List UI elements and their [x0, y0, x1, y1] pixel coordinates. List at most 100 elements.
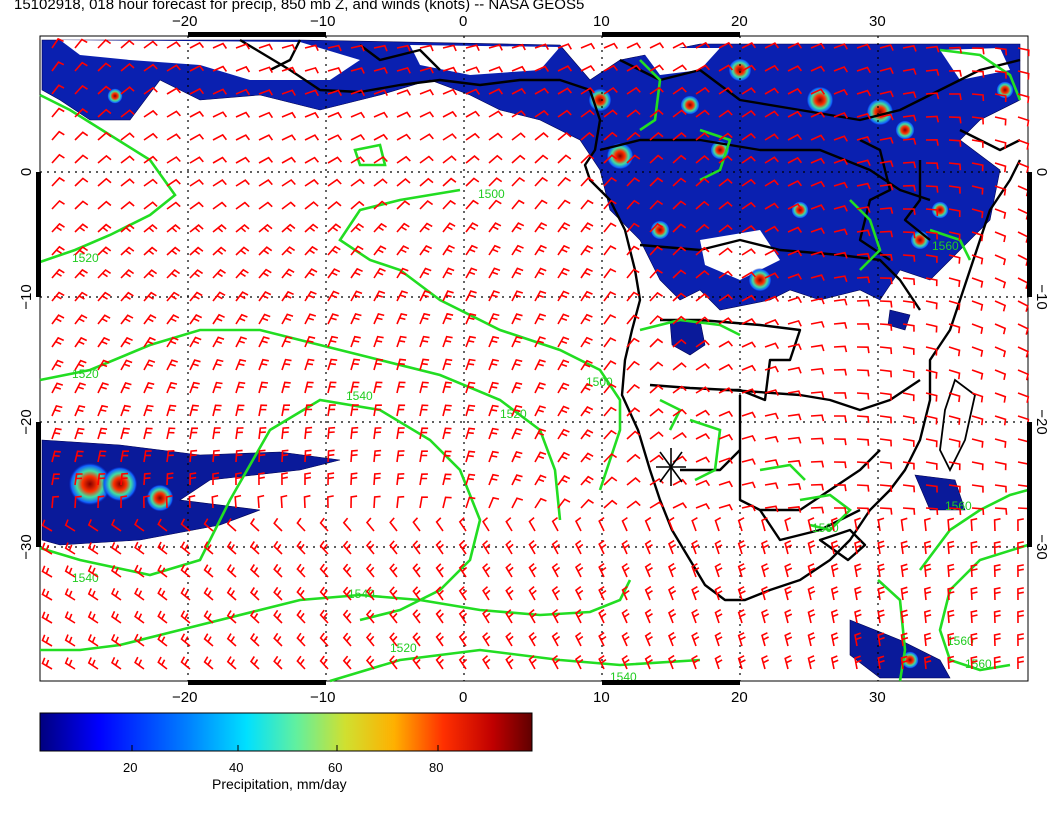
wind-barb [373, 178, 388, 187]
wind-barb [737, 586, 746, 601]
wind-barb [574, 608, 584, 624]
wind-barb [212, 42, 228, 49]
wind-barb [143, 201, 158, 210]
wind-barb [281, 111, 297, 119]
wind-barb [994, 208, 1007, 219]
wind-barb [435, 540, 444, 555]
wind-barb [879, 484, 893, 493]
wind-barb [97, 473, 106, 486]
wind-barb [603, 245, 617, 256]
wind-barb [902, 438, 915, 447]
wind-barb [787, 436, 802, 444]
wind-barb [212, 449, 220, 463]
wind-barb [373, 290, 386, 302]
wind-barb [691, 655, 700, 670]
wind-barb [488, 427, 499, 440]
wind-barb [97, 246, 112, 256]
wind-barb [488, 44, 503, 51]
wind-barb [97, 427, 108, 440]
wind-barb [326, 495, 334, 509]
wind-barb [900, 655, 909, 670]
wind-barb [419, 427, 429, 440]
wind-barb [879, 44, 894, 51]
wind-barb [273, 540, 283, 555]
wind-barb [970, 517, 978, 532]
colorbar-ticks [131, 745, 439, 751]
wind-barb [925, 115, 940, 123]
wind-barb [737, 655, 746, 670]
wind-barb [810, 157, 826, 165]
wind-barb [902, 68, 917, 75]
wind-barb [373, 89, 389, 96]
wind-barb [900, 632, 909, 647]
wind-barb [304, 44, 319, 52]
wind-barb [833, 368, 847, 376]
wind-barb [97, 314, 111, 325]
wind-barb [879, 160, 894, 168]
wind-barb [511, 267, 524, 279]
wind-barb [120, 404, 131, 417]
wind-barb [249, 564, 260, 578]
wind-barb [458, 655, 468, 670]
wind-barb [668, 562, 677, 578]
wind-barb [327, 178, 342, 187]
wind-barb [74, 223, 89, 233]
wind-barb [764, 202, 780, 210]
lat-tick-label: −30 [18, 534, 35, 559]
wind-barb [626, 268, 640, 279]
wind-barb [419, 450, 428, 463]
wind-barb [41, 634, 53, 647]
wind-barb [373, 427, 382, 440]
wind-barb [621, 631, 630, 647]
wind-barb [319, 609, 329, 624]
wind-barb [900, 609, 909, 624]
wind-barb [672, 131, 687, 141]
wind-barb [488, 110, 503, 118]
wind-barb [327, 200, 342, 210]
wind-barb [764, 365, 779, 373]
wind-barb [761, 632, 769, 647]
wind-barb [810, 344, 825, 352]
wind-barb [649, 477, 664, 486]
wind-barb [258, 290, 272, 302]
wind-barb [419, 44, 434, 52]
wind-barb [764, 87, 780, 95]
wind-barb [695, 456, 711, 463]
wind-barb [142, 495, 150, 509]
wind-barb [787, 249, 803, 257]
wind-barb [350, 89, 366, 97]
wind-barb [166, 110, 181, 118]
wind-barb [603, 154, 618, 164]
wind-barb [396, 267, 409, 279]
wind-barb [41, 542, 53, 555]
wind-barb [505, 563, 514, 578]
wind-barb [833, 322, 848, 329]
wind-barb [902, 369, 915, 379]
wind-barb [249, 633, 260, 647]
wind-barb [534, 336, 546, 348]
wind-barb [854, 609, 862, 624]
wind-barb [557, 176, 571, 187]
wind-barb [74, 154, 89, 164]
wind-barb [212, 313, 225, 325]
wind-barb [458, 540, 468, 555]
wind-barb [120, 178, 135, 187]
wind-barb [1017, 346, 1029, 358]
wind-barb [948, 300, 961, 311]
wind-barb [649, 245, 663, 256]
wind-barb [143, 246, 158, 256]
wind-barb [511, 65, 527, 73]
wind-barb [442, 312, 454, 325]
wind-barb [442, 222, 456, 233]
wind-barb [74, 177, 89, 187]
wind-barb [226, 587, 237, 601]
wind-barb [419, 290, 431, 302]
wind-barb [373, 155, 388, 164]
wind-barb [281, 472, 288, 486]
wind-barb [327, 426, 336, 440]
left-lat-labels: 0 −10 −20 −30 [18, 168, 35, 560]
wind-barb [365, 586, 375, 601]
wind-barb [304, 156, 320, 164]
wind-barb [419, 312, 431, 325]
colorbar [39, 712, 533, 752]
